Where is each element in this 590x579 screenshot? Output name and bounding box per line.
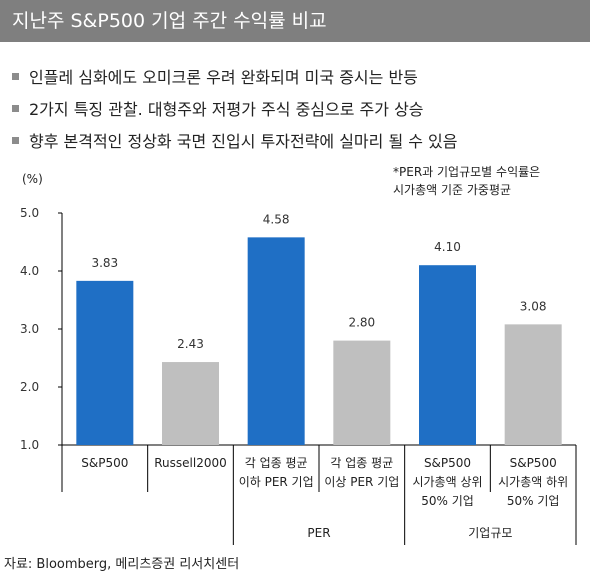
x-category-label: 50% 기업 [507,494,560,508]
bar-value-label: 3.08 [520,299,547,313]
x-category-label: Russell2000 [154,456,227,470]
bar-value-label: 4.10 [434,240,461,254]
x-group-label: 기업규모 [468,526,512,540]
bullet-square-icon [12,104,19,112]
y-tick-label: 3.0 [20,322,39,336]
chart-note-line: *PER과 기업규모별 수익률은 [393,165,541,179]
chart-note: *PER과 기업규모별 수익률은 시가총액 기준 가중평균 [393,163,540,199]
bullet-item: 인플레 심화에도 오미크론 우려 완화되며 미국 증시는 반등 [0,60,590,92]
bar [504,324,562,445]
x-category-label: 각 업종 평균 [330,456,393,470]
x-category-label: 각 업종 평균 [245,456,308,470]
bullet-list: 인플레 심화에도 오미크론 우려 완화되며 미국 증시는 반등 2가지 특징 관… [0,60,590,156]
bar [247,237,305,445]
x-category-label: S&P500 [81,456,128,470]
bullet-text: 인플레 심화에도 오미크론 우려 완화되며 미국 증시는 반등 [29,68,418,87]
x-category-label: 이하 PER 기업 [239,475,314,489]
bar [419,265,476,445]
chart-note-line: 시가총액 기준 가중평균 [393,183,512,197]
y-tick-label: 1.0 [20,438,39,452]
y-tick-label: 2.0 [20,380,39,394]
source-note: 자료: Bloomberg, 메리츠증권 리서치센터 [4,557,240,572]
x-category-label: S&P500 [510,456,557,470]
x-category-label: S&P500 [424,456,471,470]
bullet-text: 향후 본격적인 정상화 국면 진입시 투자전략에 실마리 될 수 있음 [29,132,458,151]
x-category-label: 이상 PER 기업 [324,475,399,489]
y-tick-label: 4.0 [20,264,39,278]
bar-value-label: 2.43 [177,337,204,351]
bar-value-label: 4.58 [263,212,290,226]
bullet-text: 2가지 특징 관찰. 대형주와 저평가 주식 중심으로 주가 상승 [29,100,424,119]
y-axis-unit: (%) [22,172,43,186]
header-title: 지난주 S&P500 기업 주간 수익률 비교 [0,0,590,42]
bar [333,340,391,445]
bar [162,362,219,445]
bullet-square-icon [12,136,19,144]
x-category-label: 시가총액 상위 [412,475,482,489]
y-tick-label: 5.0 [20,206,39,220]
bullet-square-icon [12,72,19,80]
bar-value-label: 2.80 [348,316,375,330]
bullet-item: 2가지 특징 관찰. 대형주와 저평가 주식 중심으로 주가 상승 [0,92,590,124]
bar-value-label: 3.83 [91,256,118,270]
bar [76,280,134,445]
x-group-label: PER [307,526,330,540]
x-category-label: 시가총액 하위 [498,475,568,489]
x-category-label: 50% 기업 [421,494,474,508]
bullet-item: 향후 본격적인 정상화 국면 진입시 투자전략에 실마리 될 수 있음 [0,124,590,156]
